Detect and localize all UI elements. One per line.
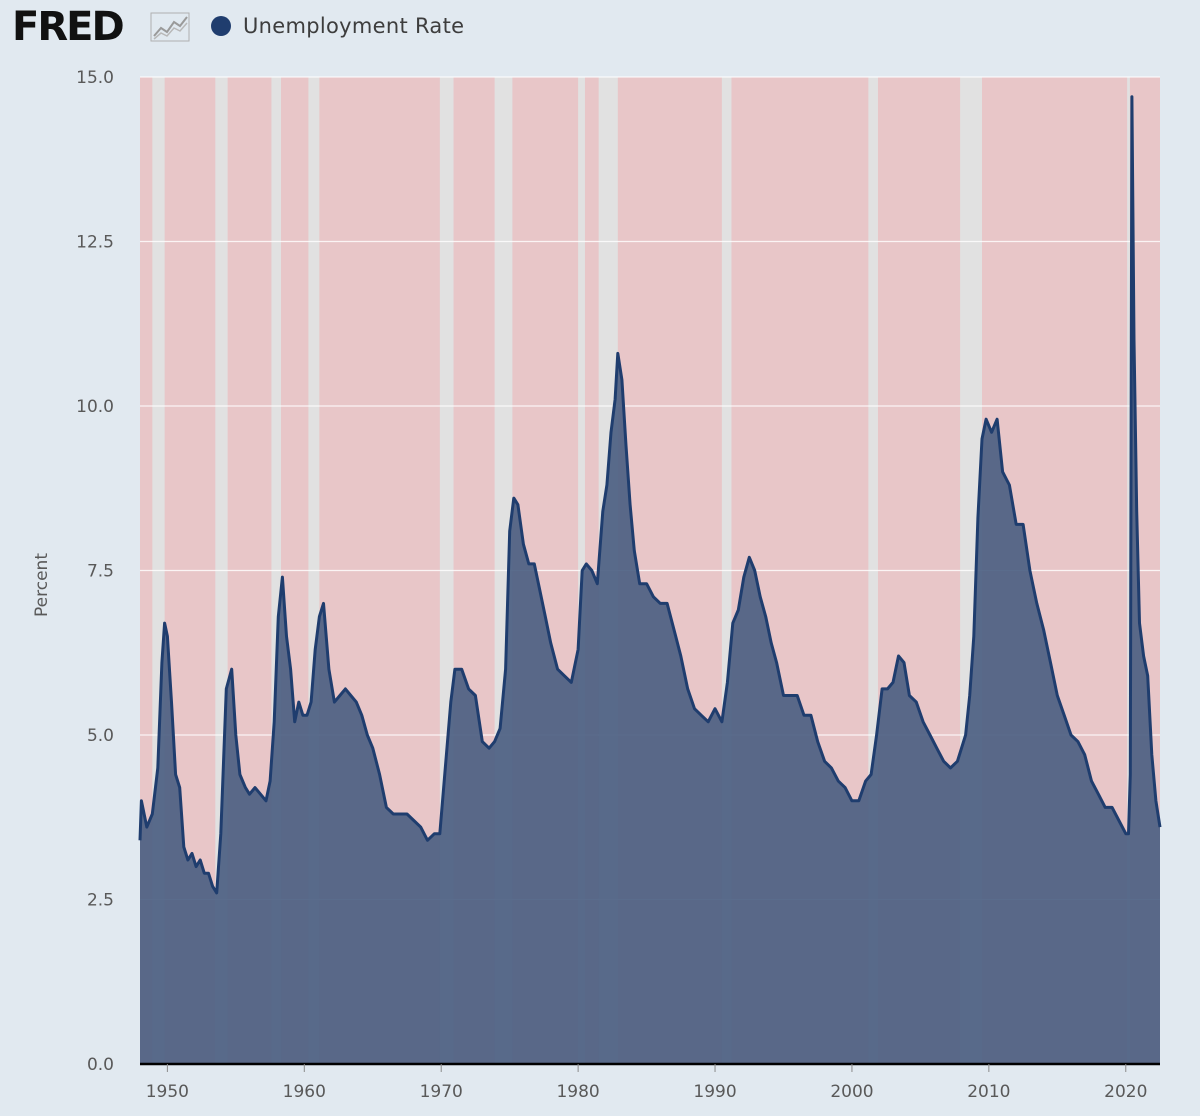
graph-icon <box>150 12 190 42</box>
chart-header: FRED Unemployment Rate <box>0 0 1200 60</box>
x-tick-label: 2000 <box>830 1082 873 1102</box>
y-tick-label: 5.0 <box>87 726 114 746</box>
x-tick-label: 2010 <box>967 1082 1010 1102</box>
y-tick-label: 7.5 <box>87 562 114 582</box>
chart-canvas: 0.0 2.5 5.0 7.5 10.0 12.5 15.0 1950 1960 1970 1980… <box>76 68 1162 1102</box>
series-area <box>140 96 1160 1064</box>
x-tick-label: 2020 <box>1104 1082 1147 1102</box>
x-tick-label: 1980 <box>556 1082 599 1102</box>
x-tick-label: 1950 <box>146 1082 189 1102</box>
legend-marker <box>211 16 231 36</box>
y-tick-label: 12.5 <box>76 233 114 253</box>
y-tick-label: 2.5 <box>87 891 114 911</box>
x-tick-label: 1990 <box>693 1082 736 1102</box>
y-tick-label: 15.0 <box>76 68 114 88</box>
legend-label: Unemployment Rate <box>243 14 465 38</box>
x-tick-label: 1960 <box>283 1082 326 1102</box>
x-tick-label: 1970 <box>420 1082 463 1102</box>
y-tick-label: 10.0 <box>76 397 114 417</box>
fred-logo[interactable]: FRED <box>12 4 125 50</box>
y-tick-label: 0.0 <box>87 1055 114 1075</box>
series-line <box>138 95 1162 895</box>
